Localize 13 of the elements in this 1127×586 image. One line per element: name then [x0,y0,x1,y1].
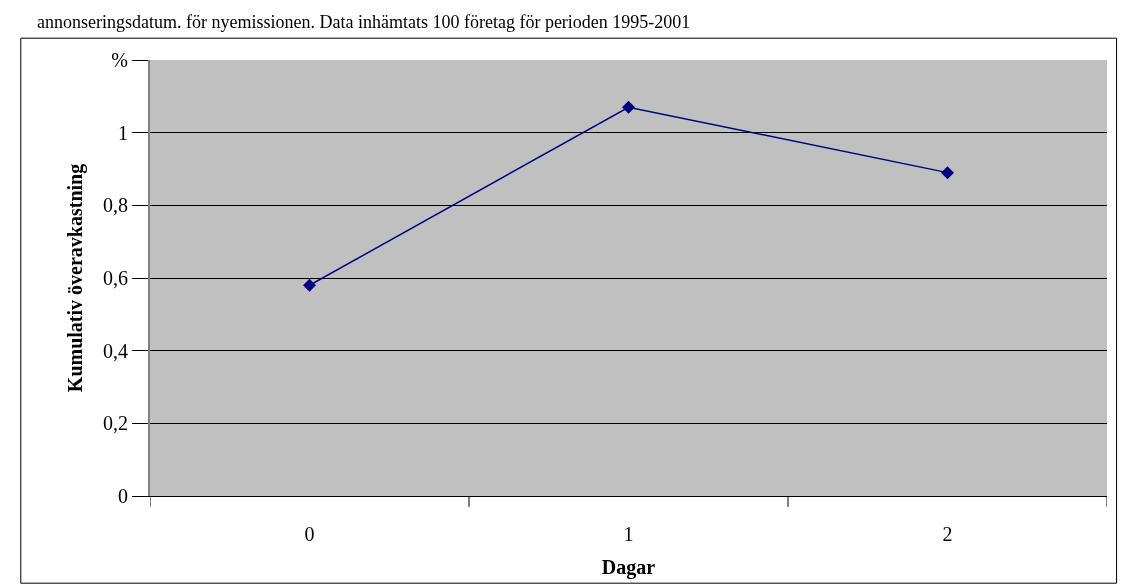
x-axis-title: Dagar [601,555,656,579]
x-tick-label: 2 [942,523,953,545]
y-tick-label: 0,2 [103,412,128,435]
y-tick-label: % [111,49,128,71]
text: annonseringsdatum. för nyemissionen. Data inhämtats 100 företag för perioden 1995-2001 [37,12,691,32]
y-tick-label: 0 [118,485,128,507]
y-tick-label: 1 [118,121,128,144]
x-tick-label: 0 [304,523,315,545]
x-tick-label: 1 [623,523,634,545]
y-tick-label: 0,8 [103,194,128,217]
y-axis-title: Kumulativ överavkastning [64,163,87,393]
y-tick-label: 0,4 [103,339,128,362]
y-tick-label: 0,6 [103,267,128,289]
